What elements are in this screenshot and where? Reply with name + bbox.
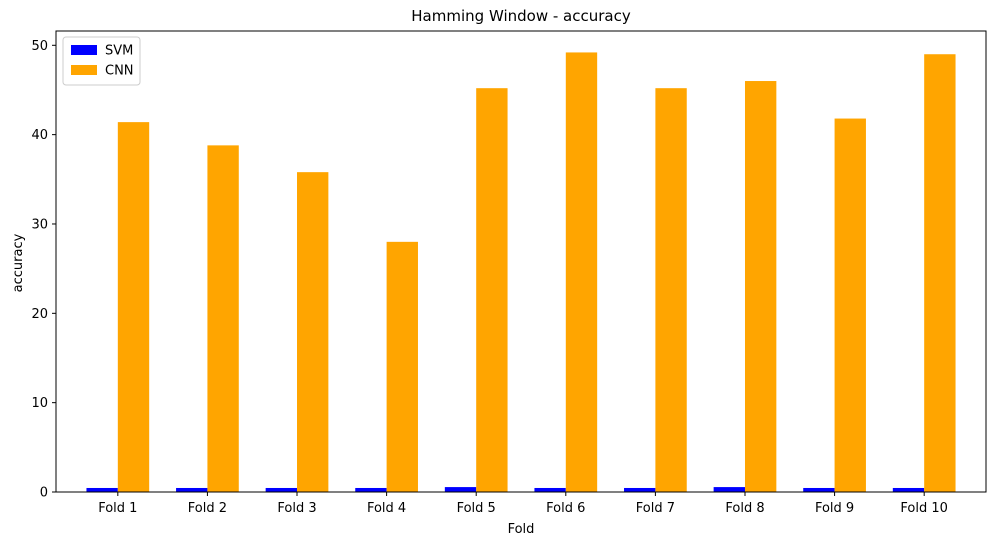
x-tick-label: Fold 5 — [457, 501, 496, 516]
bar-svm-8 — [713, 487, 745, 492]
legend-label-cnn: CNN — [105, 64, 134, 79]
bar-svm-6 — [534, 487, 566, 492]
x-tick-label: Fold 10 — [900, 501, 948, 516]
x-tick-label: Fold 6 — [546, 501, 585, 516]
x-tick-label: Fold 4 — [367, 501, 406, 516]
bar-cnn-9 — [834, 118, 866, 493]
bar-cnn-8 — [744, 81, 777, 492]
bar-svm-1 — [86, 487, 118, 492]
y-tick-label: 10 — [31, 396, 48, 411]
bar-svm-9 — [803, 487, 835, 492]
bar-cnn-2 — [207, 145, 239, 493]
y-tick-label: 30 — [31, 217, 48, 232]
chart-title: Hamming Window - accuracy — [411, 7, 631, 25]
bar-cnn-3 — [297, 172, 329, 492]
x-tick-label: Fold 7 — [636, 501, 675, 516]
bars-layer — [86, 52, 956, 493]
x-tick-label: Fold 1 — [98, 501, 137, 516]
y-tick-label: 0 — [40, 486, 48, 501]
y-tick-label: 20 — [31, 307, 48, 322]
legend-swatch-svm — [71, 45, 97, 55]
bar-svm-10 — [892, 487, 925, 492]
y-axis-label: accuracy — [11, 233, 26, 292]
bar-cnn-5 — [476, 88, 508, 493]
bar-cnn-6 — [565, 52, 598, 492]
bar-svm-4 — [355, 487, 387, 492]
x-tick-label: Fold 3 — [277, 501, 316, 516]
bar-svm-3 — [265, 487, 298, 492]
legend-swatch-cnn — [71, 65, 97, 75]
bar-svm-5 — [444, 487, 477, 492]
bar-cnn-1 — [117, 122, 150, 492]
y-tick-label: 50 — [31, 39, 48, 54]
bar-svm-2 — [176, 487, 208, 492]
bar-svm-7 — [624, 487, 656, 492]
plot-frame — [55, 30, 987, 493]
axes-layer: 0 10 20 30 40 50 Fold 1 Fold 2 Fold 3 Fold 4 Fold … — [31, 30, 987, 516]
y-tick-label: 40 — [31, 128, 48, 143]
legend-label-svm: SVM — [105, 44, 133, 59]
legend: SVM CNN — [62, 36, 141, 86]
x-tick-label: Fold 2 — [188, 501, 227, 516]
x-axis-label: Fold — [508, 522, 535, 537]
bar-cnn-4 — [386, 241, 418, 492]
bar-cnn-7 — [655, 88, 687, 493]
bar-cnn-10 — [924, 54, 956, 492]
x-tick-label: Fold 9 — [815, 501, 854, 516]
x-tick-label: Fold 8 — [725, 501, 764, 516]
